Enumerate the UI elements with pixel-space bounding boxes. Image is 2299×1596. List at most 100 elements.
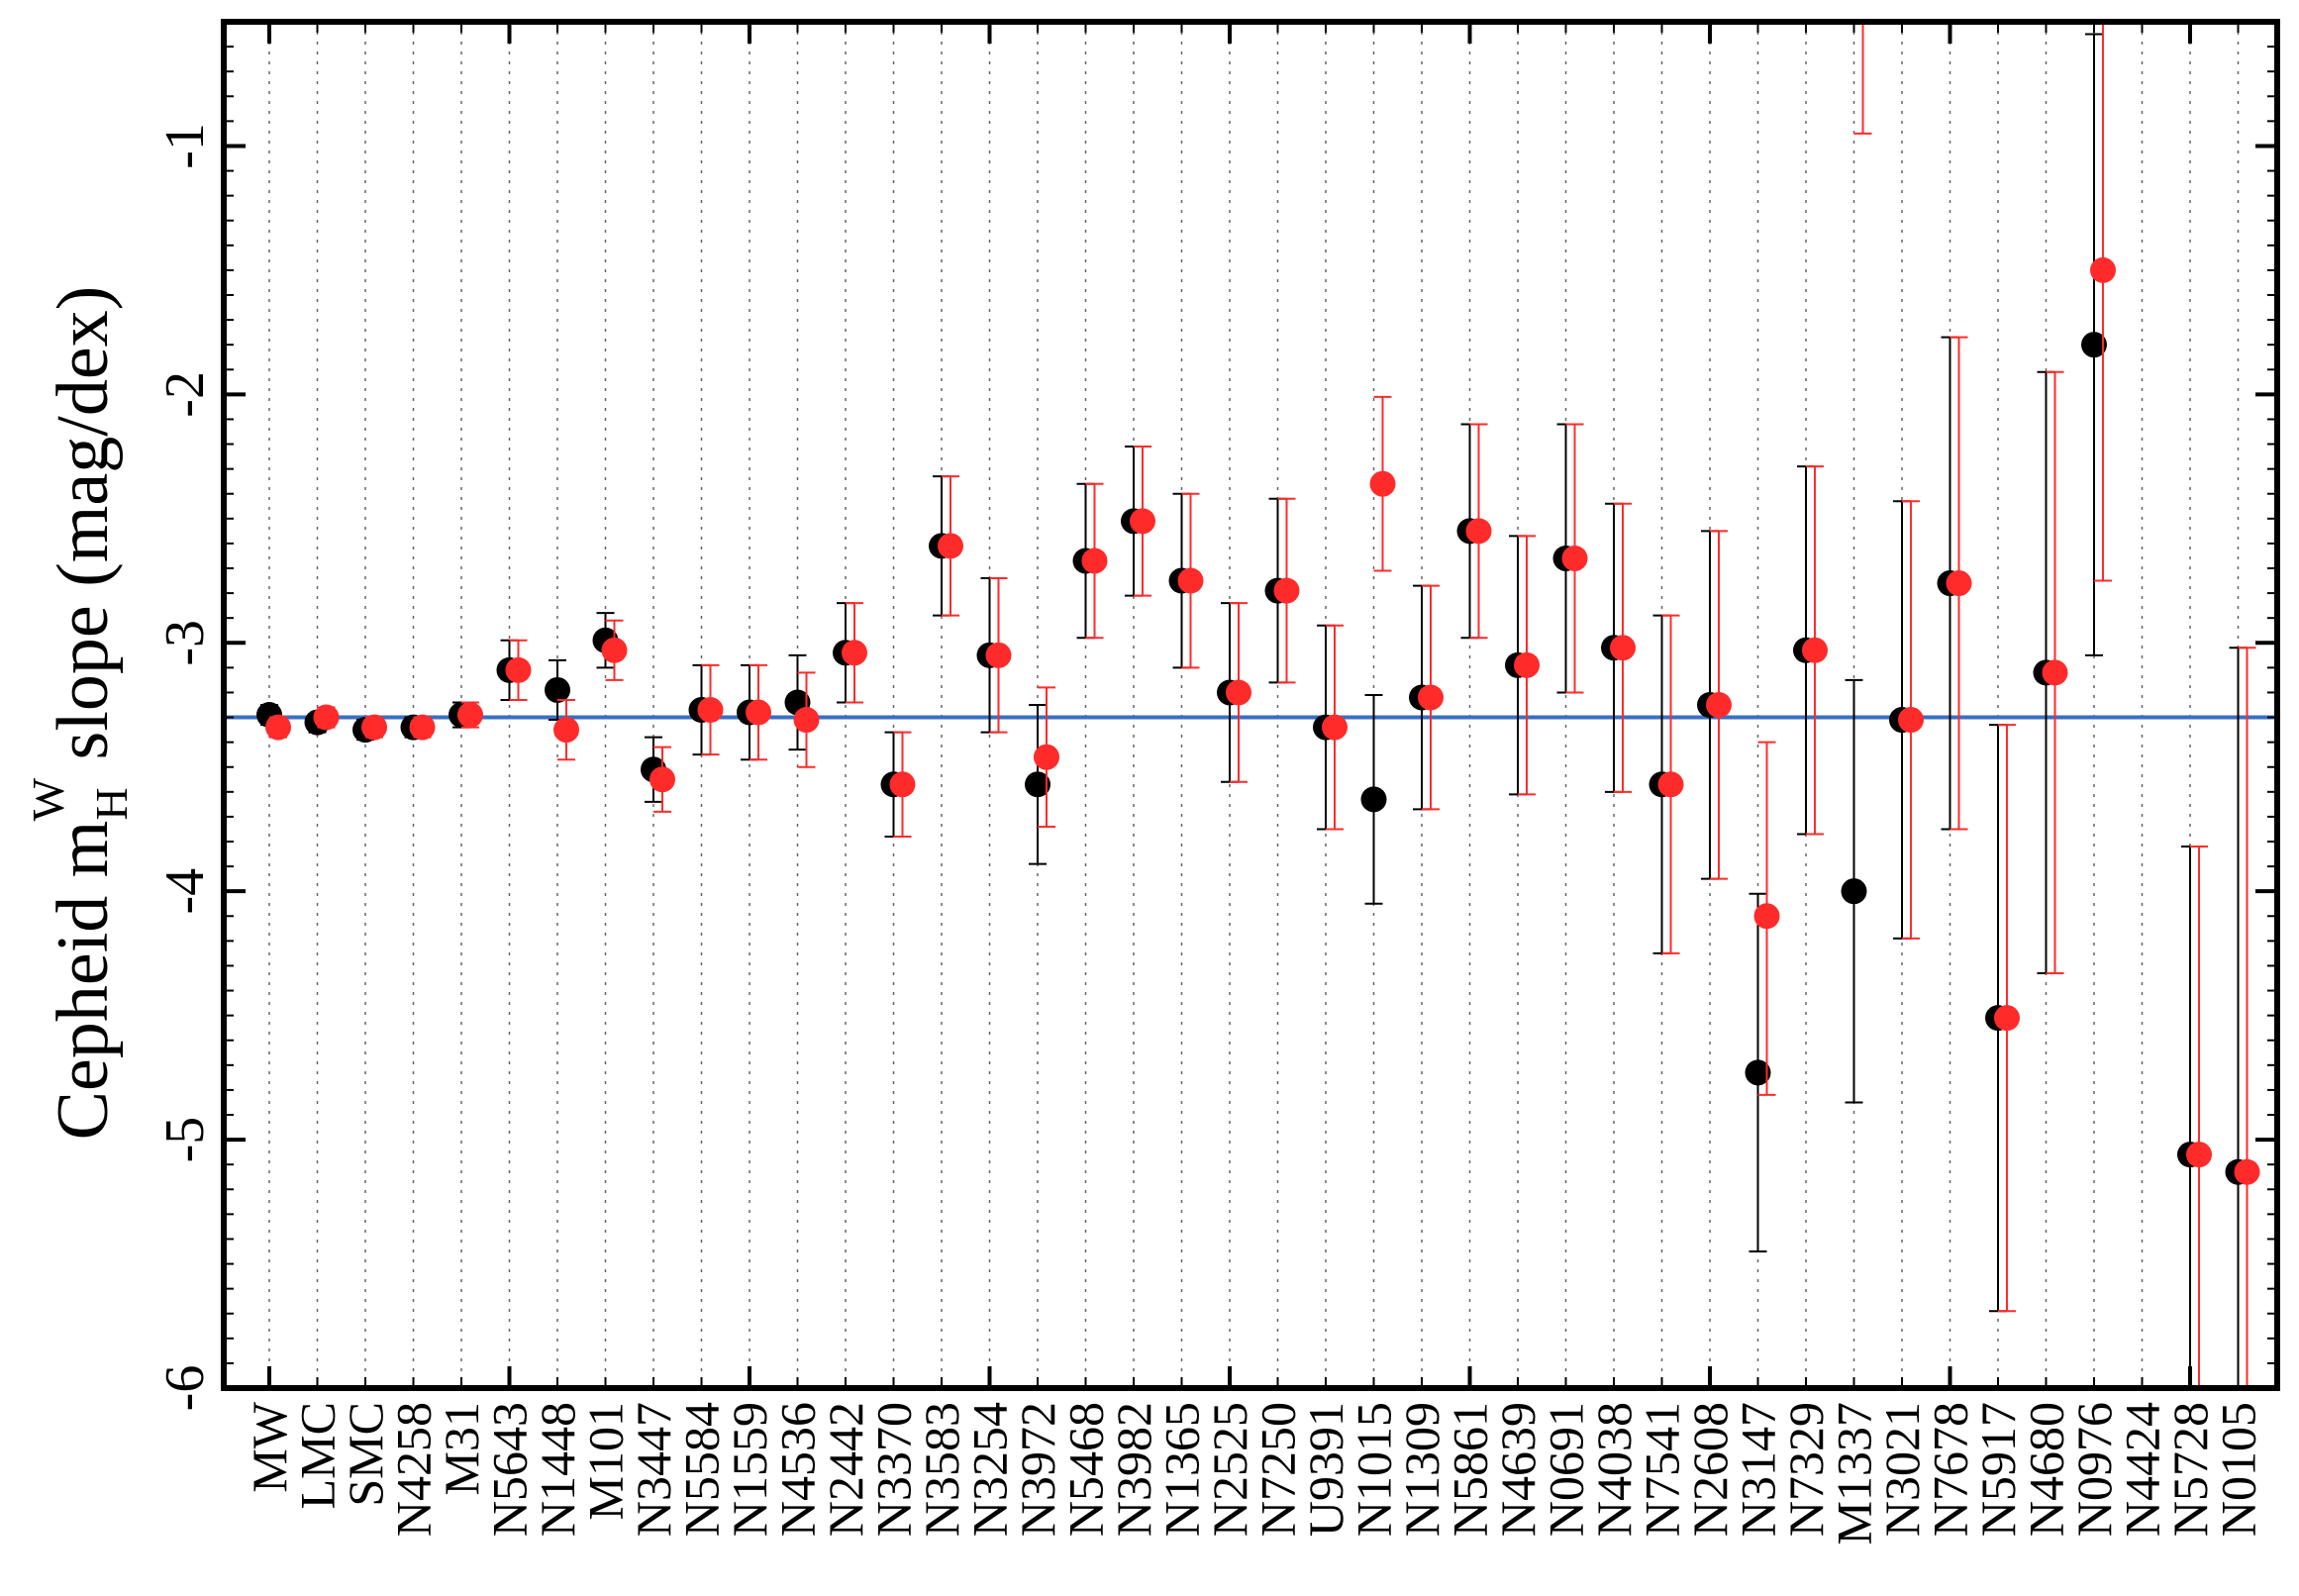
data-point [889, 771, 916, 798]
x-tick-label: M1337 [1827, 1402, 1882, 1545]
data-point [1360, 786, 1387, 813]
x-tick-label: U9391 [1298, 1402, 1353, 1537]
x-tick-label: N7678 [1923, 1402, 1978, 1537]
data-point [409, 714, 436, 741]
x-tick-label: N0976 [2066, 1402, 2122, 1537]
data-point [1025, 771, 1050, 798]
x-tick-label: M101 [578, 1402, 634, 1520]
data-point [1753, 903, 1780, 930]
data-point [1514, 651, 1540, 678]
data-point [2081, 332, 2107, 358]
x-tick-label: N3447 [626, 1402, 681, 1537]
data-point [1322, 714, 1348, 741]
data-point [1226, 679, 1251, 706]
data-point [1561, 545, 1588, 571]
data-point [1841, 878, 1867, 905]
x-tick-label: N4639 [1490, 1402, 1546, 1537]
data-point [1706, 692, 1732, 718]
data-point [553, 717, 579, 744]
data-point [1802, 637, 1828, 663]
y-tick-label: -1 [154, 123, 216, 169]
x-tick-label: N2608 [1682, 1402, 1738, 1537]
x-tick-label: N3021 [1874, 1402, 1930, 1537]
y-axis: -6 -5 -4 -3 -2 -1 [154, 46, 2277, 1412]
x-tick-label: N3972 [1010, 1402, 1065, 1537]
x-tick-label: N7329 [1778, 1402, 1834, 1537]
x-tick-label: N5584 [674, 1402, 730, 1537]
x-tick-label: N1559 [722, 1402, 777, 1537]
data-point [505, 656, 532, 683]
data-point [938, 533, 963, 559]
x-tick-label: N2525 [1202, 1402, 1257, 1537]
x-tick-label: N1015 [1347, 1402, 1402, 1537]
data-point [1994, 1005, 2020, 1032]
data-point [1130, 508, 1155, 535]
x-tick-label: N3254 [962, 1402, 1018, 1537]
data-point [1465, 518, 1492, 545]
data-point [1657, 771, 1684, 798]
data-point [545, 676, 570, 703]
x-tick-label: LMC [290, 1402, 346, 1509]
x-tick-label: N0691 [1539, 1402, 1594, 1537]
data-point [650, 766, 675, 793]
x-tick-label: N4258 [386, 1402, 442, 1537]
y-tick-label: -6 [154, 1365, 216, 1412]
data-point [1177, 567, 1204, 594]
x-tick-label: SMC [338, 1402, 393, 1507]
y-axis-title: Cepheid mHW slope (mag/dex) [23, 286, 137, 1141]
x-tick-label: N3583 [914, 1402, 969, 1537]
x-tick-label: M31 [434, 1402, 489, 1495]
data-point [746, 699, 771, 726]
data-point [1610, 635, 1636, 661]
x-tick-label: N3147 [1731, 1402, 1786, 1537]
data-point [985, 642, 1012, 668]
data-point [1898, 707, 1924, 734]
plot-frame [221, 19, 2280, 1391]
data-point [457, 702, 483, 729]
x-tick-label: N5468 [1058, 1402, 1114, 1537]
data-point [1081, 548, 1108, 574]
y-tick-label: -3 [154, 620, 216, 666]
x-tick-label: N4424 [2115, 1402, 2170, 1537]
data-point [2186, 1142, 2212, 1168]
x-tick-label: N4038 [1586, 1402, 1642, 1537]
x-tick-label: N3982 [1106, 1402, 1161, 1537]
y-tick-label: -4 [154, 868, 216, 915]
x-tick-label: N1365 [1154, 1402, 1210, 1537]
y-tick-label: -5 [154, 1117, 216, 1163]
x-tick-label: N5861 [1443, 1402, 1498, 1537]
data-point [265, 714, 291, 741]
data-point [697, 697, 724, 724]
x-tick-label: N7250 [1250, 1402, 1306, 1537]
data-point [842, 640, 867, 666]
data-point [601, 637, 628, 663]
x-tick-label: N5643 [482, 1402, 538, 1537]
data-point [1034, 744, 1059, 770]
x-tick-label: MW [242, 1401, 297, 1492]
data-point [793, 707, 820, 734]
data-point [1946, 570, 1972, 597]
x-tick-label: N5728 [2162, 1402, 2218, 1537]
y-tick-label: -2 [154, 371, 216, 418]
data-point [1273, 577, 1300, 604]
x-tick-label: N1309 [1394, 1402, 1449, 1537]
data-point [361, 714, 387, 741]
x-tick-label: N4680 [2019, 1402, 2074, 1537]
red-series [265, 22, 2260, 1388]
data-point [1745, 1059, 1771, 1086]
x-tick-label: N4536 [770, 1402, 826, 1537]
data-point [313, 704, 340, 731]
data-point [2042, 659, 2068, 686]
x-tick-label: N7541 [1635, 1402, 1690, 1537]
x-tick-label: N2442 [818, 1402, 873, 1537]
x-tick-label: N3370 [866, 1402, 922, 1537]
data-point [2234, 1158, 2260, 1185]
x-tick-label: N5917 [1970, 1402, 2026, 1537]
x-tick-label: N0105 [2211, 1402, 2266, 1537]
data-point [1418, 684, 1444, 711]
x-tick-label: N1448 [530, 1402, 585, 1537]
data-point [1369, 470, 1396, 497]
x-axis: MWLMCSMCN4258M31N5643N1448M101N3447N5584… [242, 22, 2266, 1545]
